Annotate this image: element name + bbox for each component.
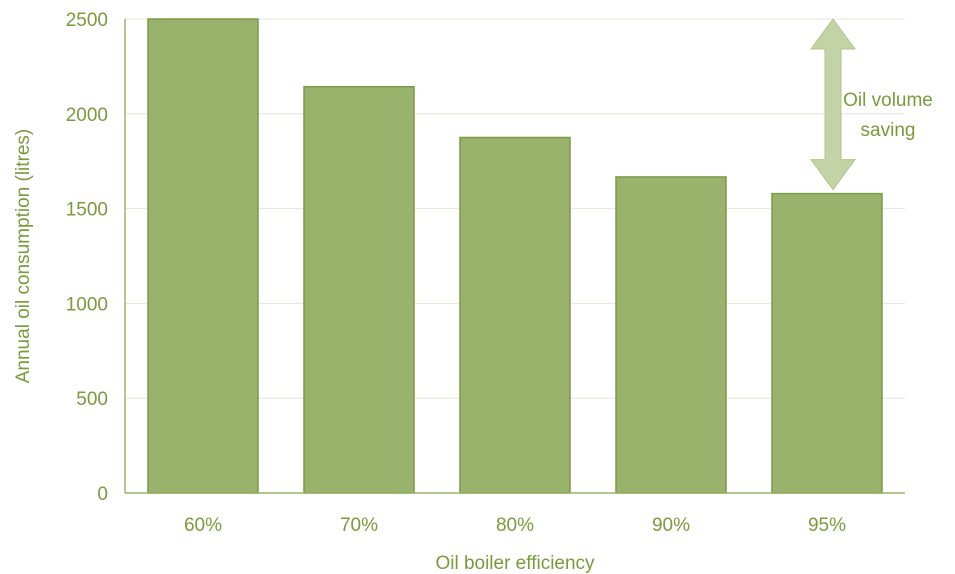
bar-95pct	[771, 192, 883, 494]
y-tick-label: 1000	[66, 294, 108, 315]
x-axis-label: Oil boiler efficiency	[435, 553, 595, 574]
bars	[147, 18, 883, 494]
x-tick-labels: 60% 70% 80% 90% 95%	[184, 515, 846, 536]
y-tick-label: 500	[76, 389, 108, 410]
y-tick-label: 0	[97, 484, 108, 505]
y-tick-labels: 0 500 1000 1500 2000 2500	[66, 10, 108, 505]
y-tick-label: 2000	[66, 105, 108, 126]
y-tick-label: 2500	[66, 10, 108, 31]
axes	[124, 19, 905, 494]
bar-80pct	[459, 136, 571, 494]
annotation-line-1: Oil volume	[843, 90, 933, 111]
x-tick-label: 80%	[496, 515, 534, 536]
x-tick-label: 95%	[808, 515, 846, 536]
x-tick-label: 70%	[340, 515, 378, 536]
annotation-line-2: saving	[861, 120, 916, 141]
x-tick-label: 90%	[652, 515, 690, 536]
double-arrow-shape	[810, 18, 856, 191]
bar-70pct	[303, 85, 415, 494]
bar-90pct	[615, 176, 727, 494]
y-axis-label: Annual oil consumption (litres)	[13, 129, 34, 384]
y-tick-label: 1500	[66, 200, 108, 221]
bar-60pct	[147, 18, 259, 494]
x-tick-label: 60%	[184, 515, 222, 536]
saving-arrow-icon	[810, 18, 856, 191]
